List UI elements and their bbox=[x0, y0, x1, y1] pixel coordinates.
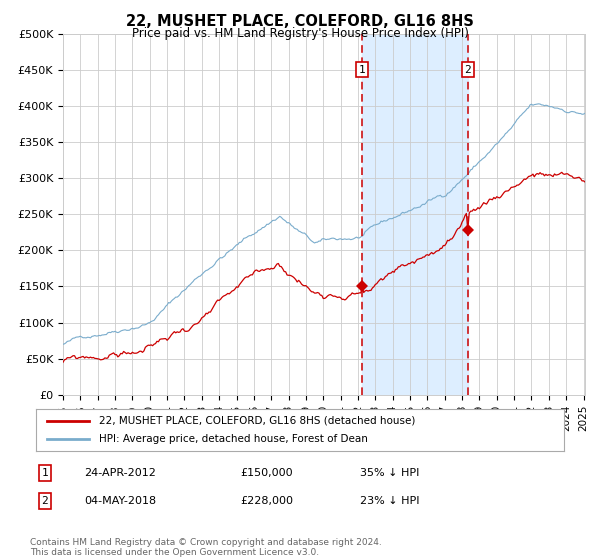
Text: 23% ↓ HPI: 23% ↓ HPI bbox=[360, 496, 419, 506]
Text: Contains HM Land Registry data © Crown copyright and database right 2024.
This d: Contains HM Land Registry data © Crown c… bbox=[30, 538, 382, 557]
Text: HPI: Average price, detached house, Forest of Dean: HPI: Average price, detached house, Fore… bbox=[100, 434, 368, 444]
Text: 1: 1 bbox=[41, 468, 49, 478]
Text: 2: 2 bbox=[464, 65, 471, 74]
Text: 24-APR-2012: 24-APR-2012 bbox=[84, 468, 156, 478]
Text: Price paid vs. HM Land Registry's House Price Index (HPI): Price paid vs. HM Land Registry's House … bbox=[131, 27, 469, 40]
Text: 04-MAY-2018: 04-MAY-2018 bbox=[84, 496, 156, 506]
Text: 2: 2 bbox=[41, 496, 49, 506]
Text: £228,000: £228,000 bbox=[240, 496, 293, 506]
Text: 22, MUSHET PLACE, COLEFORD, GL16 8HS (detached house): 22, MUSHET PLACE, COLEFORD, GL16 8HS (de… bbox=[100, 416, 416, 426]
Text: £150,000: £150,000 bbox=[240, 468, 293, 478]
Bar bbox=[362, 34, 468, 395]
Text: 1: 1 bbox=[359, 65, 365, 74]
Text: 22, MUSHET PLACE, COLEFORD, GL16 8HS: 22, MUSHET PLACE, COLEFORD, GL16 8HS bbox=[126, 14, 474, 29]
Text: 35% ↓ HPI: 35% ↓ HPI bbox=[360, 468, 419, 478]
